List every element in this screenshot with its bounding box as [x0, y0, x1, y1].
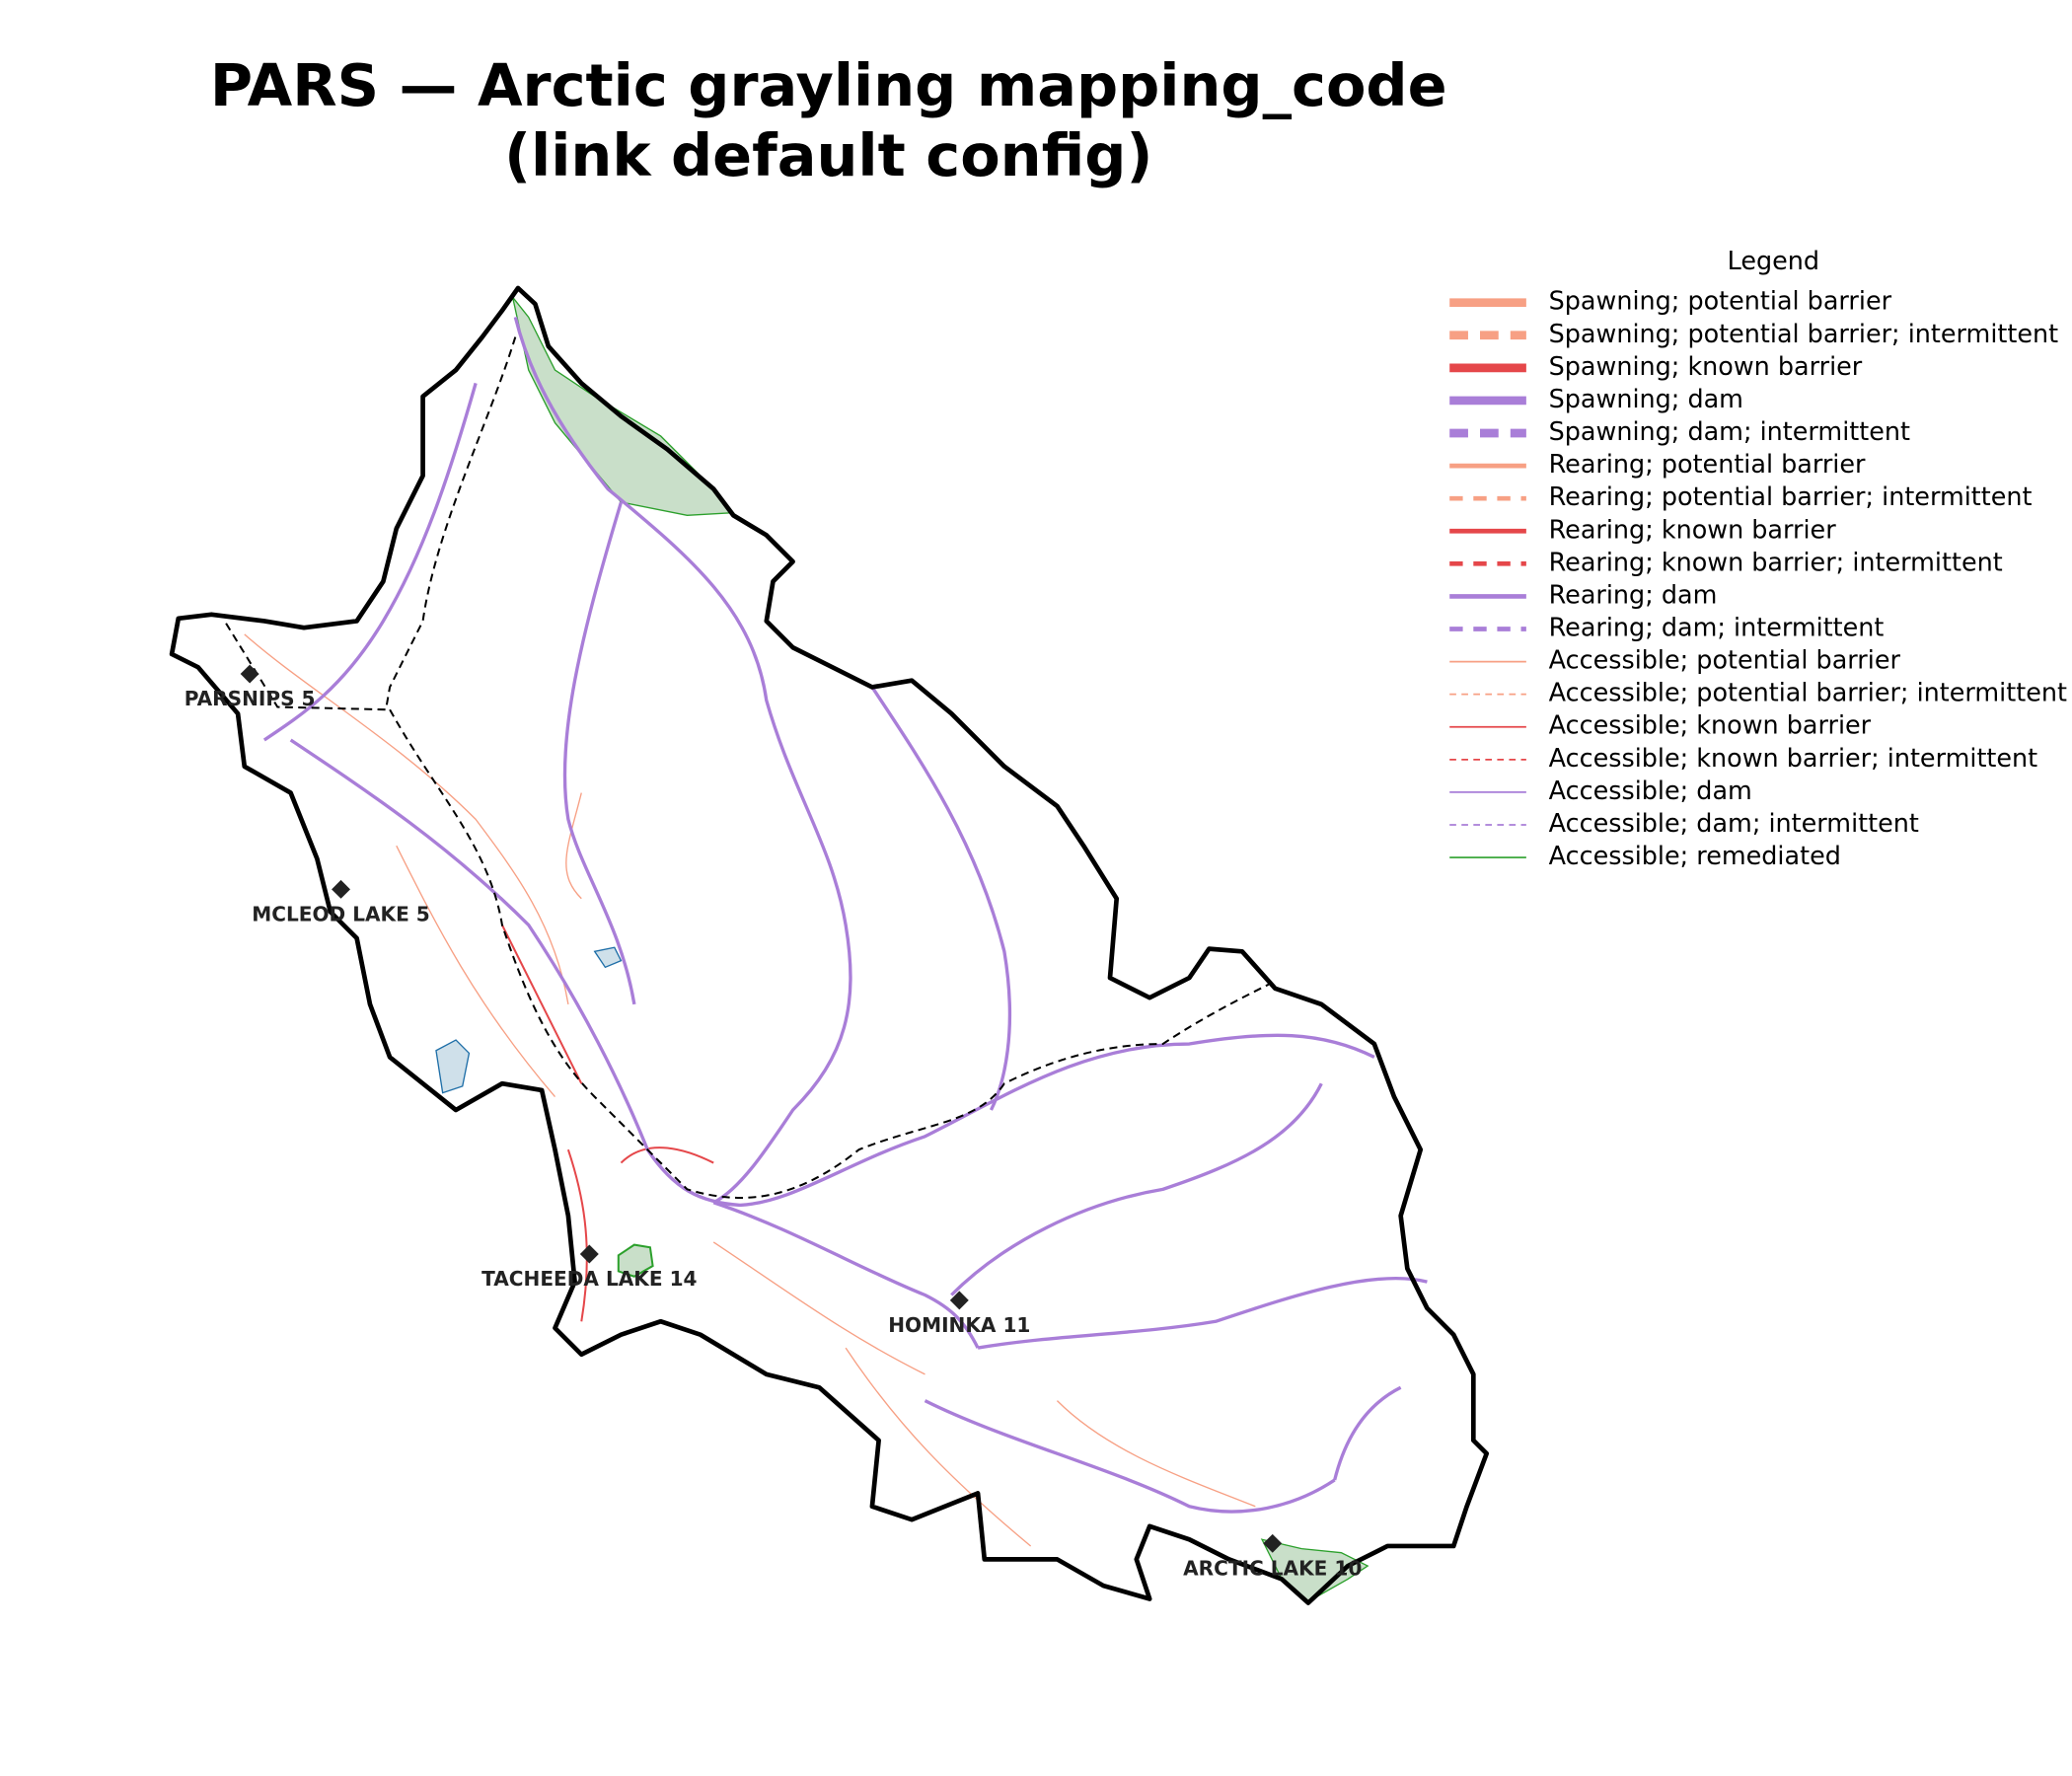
legend-label: Rearing; potential barrier; intermittent [1549, 481, 2033, 511]
place-marker [1263, 1533, 1283, 1553]
legend-label: Accessible; known barrier; intermittent [1549, 743, 2038, 773]
stream [977, 1276, 1428, 1350]
streams-dam [262, 317, 1428, 1514]
legend-label: Accessible; potential barrier; intermitt… [1549, 678, 2067, 707]
stream [1056, 1400, 1256, 1508]
map-title: (link default config) [504, 121, 1152, 189]
place-label: MCLEOD LAKE 5 [252, 902, 430, 925]
protected-area [617, 1243, 654, 1278]
streams-accessible [244, 633, 1256, 1547]
stream [566, 1148, 588, 1322]
lake [593, 946, 623, 969]
legend-label: Accessible; known barrier [1549, 710, 1872, 740]
lake [435, 1039, 471, 1094]
stream [262, 382, 478, 742]
legend-label: Accessible; potential barrier [1549, 645, 1901, 675]
legend-label: Accessible; remediated [1549, 841, 1841, 870]
stream [244, 633, 569, 1004]
place-label: ARCTIC LAKE 10 [1183, 1556, 1362, 1580]
place-label: TACHEEDA LAKE 14 [481, 1267, 697, 1291]
stream [845, 1347, 1032, 1547]
district-boundary [223, 336, 1270, 1199]
legend-label: Accessible; dam [1549, 776, 1752, 805]
stream [924, 1399, 1336, 1514]
legend-label: Spawning; known barrier [1549, 351, 1863, 381]
stream [501, 925, 583, 1084]
legend-label: Spawning; dam [1549, 384, 1743, 413]
legend-label: Spawning; potential barrier [1549, 286, 1892, 316]
legend-label: Accessible; dam; intermittent [1549, 808, 1919, 838]
watershed-boundary [169, 285, 1490, 1605]
stream [396, 845, 556, 1098]
legend-label: Rearing; known barrier; intermittent [1549, 547, 2003, 576]
legend-label: Rearing; dam; intermittent [1549, 613, 1885, 642]
place-label: HOMINKA 11 [888, 1313, 1030, 1337]
legend: Legend Spawning; potential barrier Spawni… [1449, 246, 2067, 870]
place-label: PARSNIPS 5 [185, 687, 316, 710]
streams-known-barrier [501, 925, 714, 1322]
watershed [169, 285, 1490, 1605]
legend-label: Spawning; dam; intermittent [1549, 416, 1910, 446]
stream [620, 1147, 714, 1164]
legend-label: Rearing; potential barrier [1549, 449, 1866, 479]
legend-label: Rearing; known barrier [1549, 514, 1837, 544]
stream [712, 1241, 925, 1375]
legend-label: Rearing; dam [1549, 579, 1718, 609]
map-title: PARS — Arctic grayling mapping_code [210, 51, 1447, 119]
legend-title: Legend [1728, 246, 1819, 275]
place-marker [949, 1291, 969, 1310]
stream [565, 792, 582, 900]
stream [289, 738, 1375, 1208]
stream [870, 686, 1012, 1111]
watershed-area [172, 287, 1487, 1603]
stream [950, 1082, 1323, 1296]
stream [513, 317, 852, 1205]
stream [562, 501, 636, 1005]
legend-label: Spawning; potential barrier; intermitten… [1549, 319, 2058, 348]
stream [712, 1201, 980, 1349]
stream [1333, 1385, 1402, 1481]
